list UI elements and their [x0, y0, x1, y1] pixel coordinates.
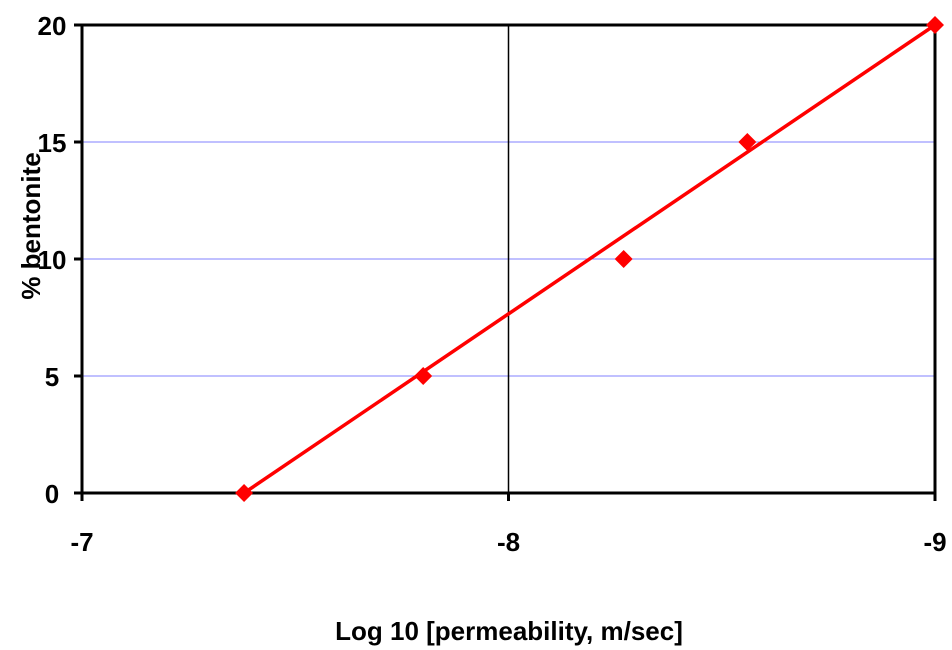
data-point [614, 250, 633, 268]
y-tick-label: 20 [38, 11, 67, 41]
y-tick-label: 15 [38, 128, 67, 158]
x-tick-label: -8 [497, 527, 520, 557]
data-marks [235, 16, 944, 502]
x-tick-label: -7 [70, 527, 93, 557]
y-tick-label: 10 [38, 245, 67, 275]
y-tick-label: 0 [45, 479, 59, 509]
trendline [243, 23, 936, 495]
data-point [414, 367, 433, 385]
x-axis-ticks: -7 -8 -9 [70, 493, 947, 557]
y-axis-title: % bentonite [16, 152, 46, 299]
x-tick-label: -9 [923, 527, 946, 557]
data-point [926, 16, 944, 34]
data-point [738, 133, 757, 151]
y-axis-ticks: 0 5 10 15 20 [38, 11, 82, 509]
data-point [235, 484, 254, 502]
y-tick-label: 5 [45, 362, 59, 392]
x-axis-title: Log 10 [permeability, m/sec] [335, 616, 683, 646]
grid-lines [82, 25, 935, 493]
